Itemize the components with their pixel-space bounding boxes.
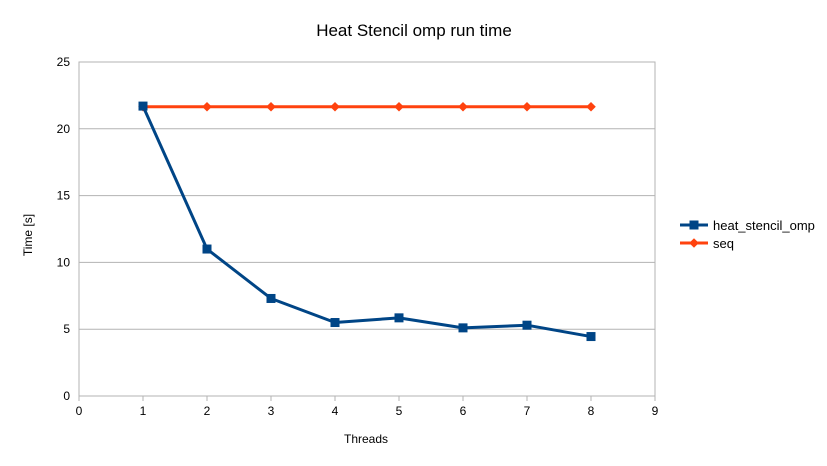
- series-line-heat-stencil-omp: [141, 105, 592, 339]
- data-point-seq: [586, 101, 596, 112]
- data-point-heat-stencil-omp: [202, 244, 212, 254]
- data-point-seq: [522, 101, 532, 112]
- data-point-heat-stencil-omp: [330, 318, 340, 328]
- data-point-heat-stencil-omp: [138, 101, 148, 111]
- plot-border: [78, 61, 656, 397]
- data-point-heat-stencil-omp: [522, 320, 532, 330]
- legend-marker-heat-stencil-omp: [689, 220, 699, 230]
- x-tick-label: 8: [588, 404, 595, 418]
- data-point-heat-stencil-omp: [458, 323, 468, 333]
- data-point-seq: [202, 101, 212, 112]
- data-point-heat-stencil-omp: [586, 332, 596, 342]
- y-tick-label: 10: [57, 255, 71, 269]
- data-point-heat-stencil-omp: [266, 293, 276, 303]
- x-tick-label: 3: [268, 404, 275, 418]
- y-tick-label: 5: [63, 322, 70, 336]
- y-tick-label: 20: [57, 122, 71, 136]
- x-tick-label: 1: [140, 404, 147, 418]
- data-point-seq: [394, 101, 404, 112]
- x-tick-label: 4: [332, 404, 339, 418]
- legend-marker-seq: [689, 238, 699, 248]
- x-axis-title: Threads: [344, 432, 388, 446]
- data-point-heat-stencil-omp: [394, 313, 404, 323]
- x-tick-label: 0: [76, 404, 83, 418]
- legend-label-heat-stencil-omp: heat_stencil_omp: [713, 218, 815, 233]
- x-tick-label: 6: [460, 404, 467, 418]
- chart-title: Heat Stencil omp run time: [316, 21, 512, 40]
- y-tick-label: 0: [63, 389, 70, 403]
- data-point-seq: [330, 101, 340, 112]
- data-point-seq: [266, 101, 276, 112]
- x-tick-label: 2: [204, 404, 211, 418]
- legend-label-seq: seq: [713, 236, 734, 251]
- x-tick-label: 9: [652, 404, 659, 418]
- plot-area: 0 5 10 15 20 25 0 1 2 3 4 5 6 7 8 9: [57, 55, 659, 418]
- y-tick-label: 15: [57, 189, 71, 203]
- y-axis-title: Time [s]: [21, 214, 35, 256]
- x-tick-label: 5: [396, 404, 403, 418]
- y-tick-label: 25: [57, 55, 71, 69]
- x-tick-label: 7: [524, 404, 531, 418]
- data-point-seq: [458, 101, 468, 112]
